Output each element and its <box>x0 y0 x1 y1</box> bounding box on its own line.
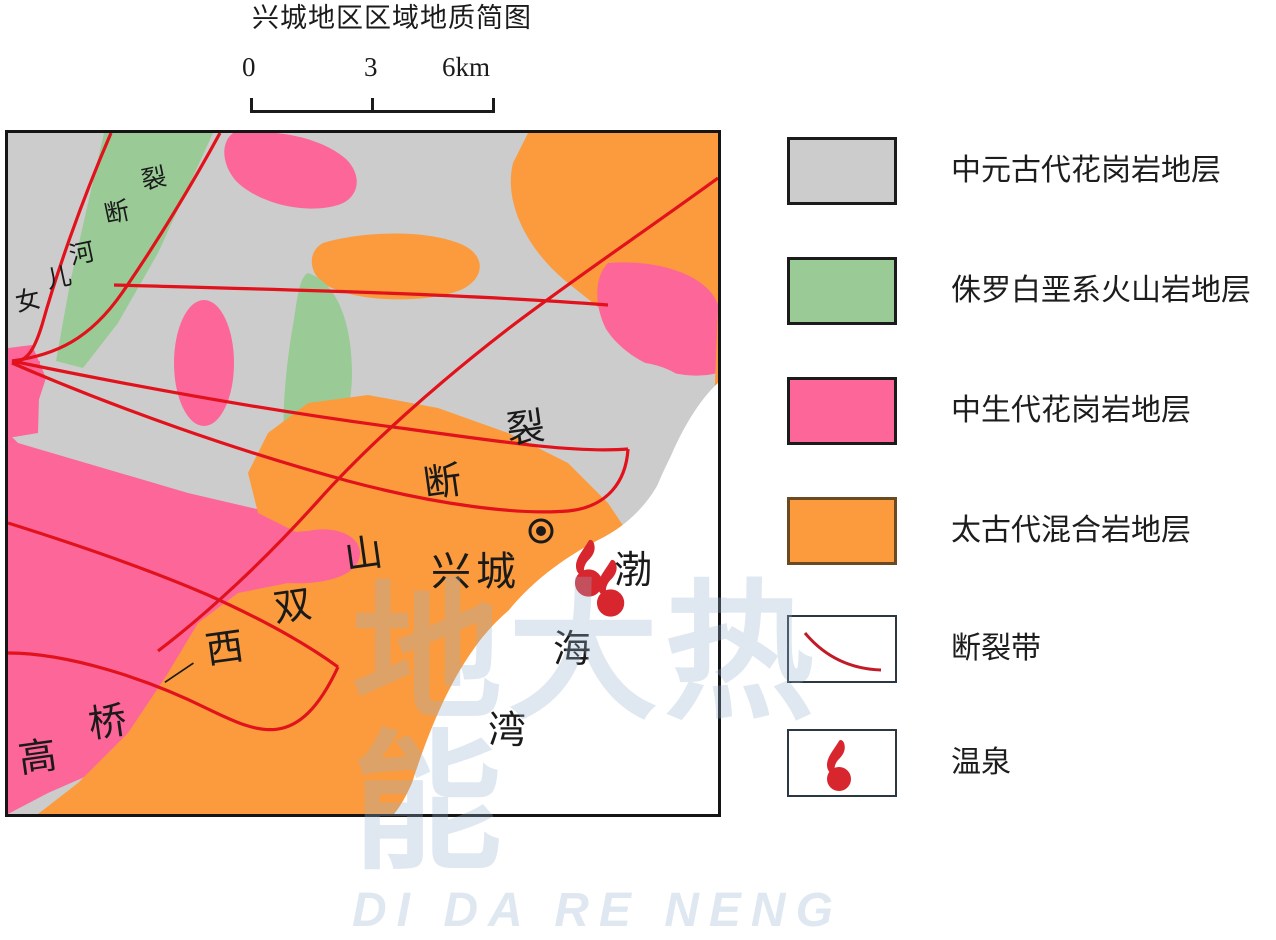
legend-swatch-mesozoic-granite <box>787 377 897 445</box>
scale-label-0: 0 <box>242 52 256 82</box>
scale-tick-start <box>250 98 253 113</box>
fault-lens-bottom <box>11 361 630 514</box>
scale-tick-end <box>492 98 495 113</box>
fault-lens-top <box>11 359 629 452</box>
unit-archean-migmatite-lens <box>311 233 480 300</box>
hot-spring-icon <box>827 739 851 791</box>
map-geology-svg <box>8 133 718 814</box>
fault-lines <box>8 133 718 732</box>
unit-mesozoic-granite-ne <box>597 262 718 376</box>
legend-swatch-proterozoic-granite <box>787 137 897 205</box>
legend-item-proterozoic-granite[interactable]: 中元古代花岗岩地层 <box>787 135 1221 207</box>
scale-label-3: 3 <box>364 52 378 82</box>
fault-curve-icon <box>803 632 882 672</box>
legend-item-archean-migmatite[interactable]: 太古代混合岩地层 <box>787 495 1191 567</box>
legend-item-mesozoic-granite[interactable]: 中生代花岗岩地层 <box>787 375 1191 447</box>
unit-jc-volcanic-nw <box>56 133 213 368</box>
legend-label-proterozoic-granite: 中元古代花岗岩地层 <box>951 154 1221 187</box>
legend-label-hot-spring: 温泉 <box>951 746 1011 779</box>
fault-central-diagonal <box>157 176 718 653</box>
scale-bar-labels: 0 3 6km <box>236 52 516 86</box>
unit-mesozoic-granite-tongue <box>239 529 360 584</box>
hot-spring-symbol-1 <box>574 539 603 597</box>
legend-label-fault-zone: 断裂带 <box>951 632 1041 665</box>
hot-spring-symbols <box>574 539 625 617</box>
scale-label-6: 6km <box>442 52 491 82</box>
watermark-en: DI DA RE NENG <box>352 884 843 937</box>
fault-nverhe-east <box>11 133 222 363</box>
page-title: 兴城地区区域地质简图 <box>252 3 532 33</box>
hot-spring-symbol-2 <box>596 559 625 617</box>
city-marker-xingcheng <box>528 518 554 544</box>
legend-label-mesozoic-granite: 中生代花岗岩地层 <box>951 394 1191 427</box>
legend-label-jc-volcanic: 侏罗白垩系火山岩地层 <box>951 274 1251 307</box>
legend-swatch-hot-spring <box>787 729 897 797</box>
fault-mid-north <box>113 283 609 307</box>
geological-map[interactable]: 女 儿 河 断 裂 高 桥 — 西 双 山 断 裂 兴城 渤 海 湾 <box>5 130 721 817</box>
scale-bar-graphic <box>250 96 495 113</box>
legend-swatch-jc-volcanic <box>787 257 897 325</box>
legend-swatch-fault-zone <box>787 615 897 683</box>
legend-item-fault-zone[interactable]: 断裂带 <box>787 613 1041 685</box>
fault-gaoqiao-lower <box>8 651 340 732</box>
map-legend: 中元古代花岗岩地层 侏罗白垩系火山岩地层 中生代花岗岩地层 太古代混合岩地层 断… <box>787 135 1267 805</box>
unit-mesozoic-granite-ellipse <box>174 300 234 426</box>
legend-item-hot-spring[interactable]: 温泉 <box>787 727 1011 799</box>
fault-gaoqiao-upper <box>8 521 339 669</box>
fault-nverhe-west <box>11 133 113 363</box>
scale-bar: 0 3 6km <box>236 52 516 113</box>
unit-archean-migmatite-main <box>38 308 718 814</box>
legend-swatch-archean-migmatite <box>787 497 897 565</box>
legend-item-jc-volcanic[interactable]: 侏罗白垩系火山岩地层 <box>787 255 1251 327</box>
legend-label-archean-migmatite: 太古代混合岩地层 <box>951 514 1191 547</box>
scale-tick-mid <box>371 98 374 113</box>
unit-mesozoic-granite-n1 <box>224 133 357 209</box>
